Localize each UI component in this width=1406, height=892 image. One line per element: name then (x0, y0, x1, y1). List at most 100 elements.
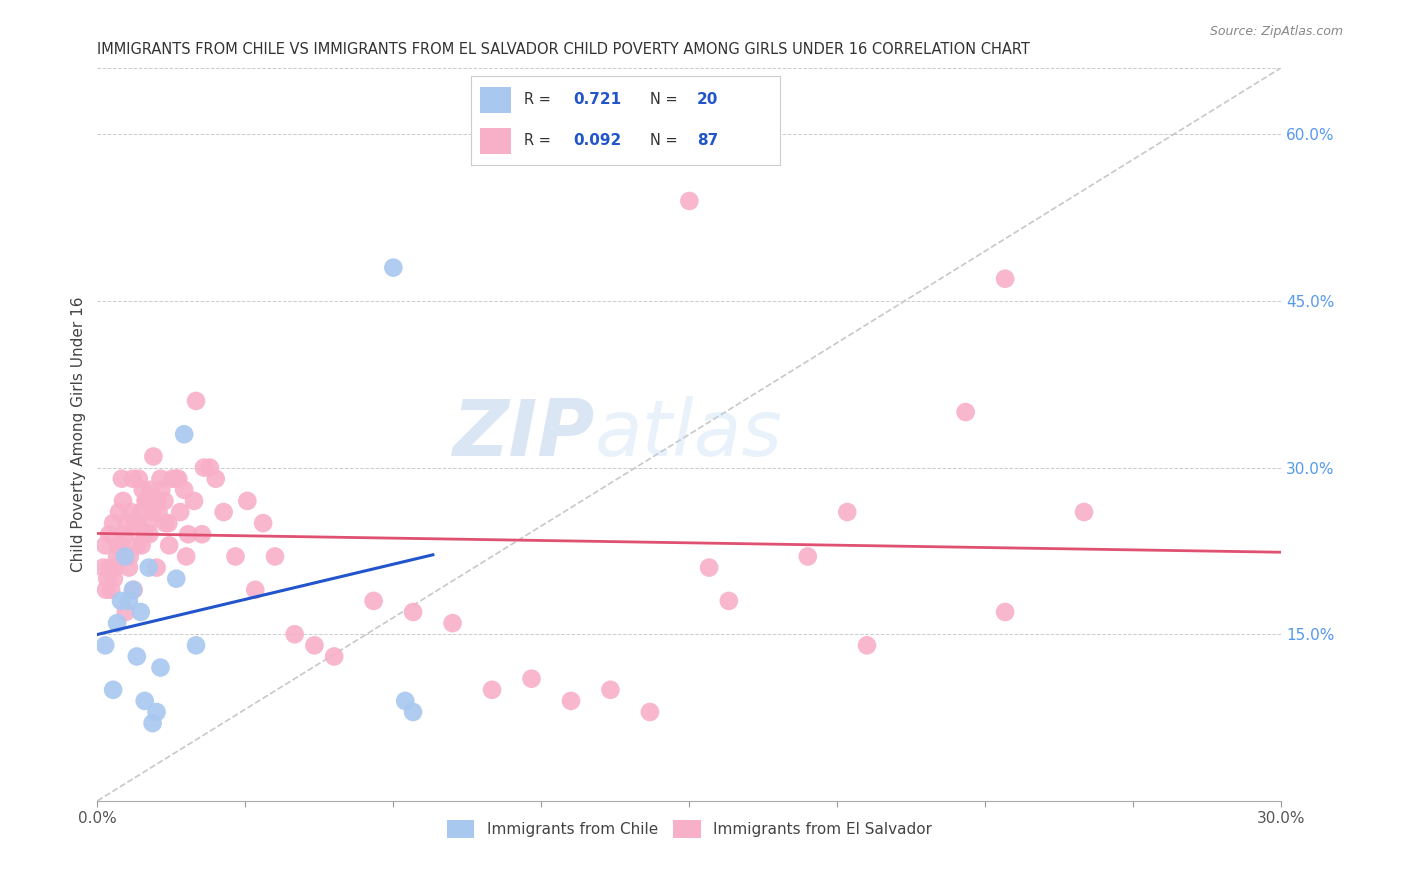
Point (111, 494, 134, 508)
Text: N =: N = (651, 93, 678, 107)
Point (177, 527, 200, 541)
Point (198, 460, 221, 475)
Point (264, 549, 287, 564)
Point (149, 472, 172, 486)
Point (142, 716, 165, 731)
Point (125, 649, 148, 664)
Point (142, 505, 165, 519)
Point (131, 538, 153, 552)
Point (143, 494, 166, 508)
Point (363, 594, 385, 608)
Point (100, 582, 122, 597)
Bar (481, 128, 512, 154)
Point (127, 516, 149, 530)
Point (402, 705, 425, 719)
Point (191, 527, 214, 541)
Point (169, 505, 191, 519)
Point (118, 549, 141, 564)
Point (135, 494, 157, 508)
Point (837, 505, 859, 519)
Point (183, 494, 205, 508)
Point (110, 594, 132, 608)
Point (245, 582, 267, 597)
Point (994, 271, 1017, 285)
Point (98, 527, 121, 541)
Point (165, 572, 187, 586)
Point (107, 538, 129, 552)
Point (153, 494, 176, 508)
Point (148, 505, 170, 519)
Point (481, 682, 503, 697)
Point (120, 505, 142, 519)
Point (697, 560, 720, 574)
Point (146, 494, 169, 508)
Point (108, 505, 131, 519)
Point (122, 582, 145, 597)
Point (105, 616, 128, 631)
Text: 0.092: 0.092 (574, 134, 621, 148)
Point (134, 527, 156, 541)
Point (157, 516, 180, 530)
Text: R =: R = (523, 93, 551, 107)
Point (184, 638, 207, 652)
Point (125, 538, 148, 552)
Point (138, 527, 160, 541)
Point (856, 638, 879, 652)
Point (1073, 505, 1095, 519)
Point (174, 549, 197, 564)
Point (717, 594, 740, 608)
Point (114, 549, 136, 564)
Point (139, 483, 162, 497)
Point (155, 516, 177, 530)
Point (173, 427, 195, 442)
Point (304, 638, 326, 652)
Point (122, 472, 145, 486)
Point (402, 605, 425, 619)
Point (124, 516, 146, 530)
Point (129, 505, 152, 519)
Point (252, 516, 274, 530)
Point (114, 605, 136, 619)
Point (638, 705, 661, 719)
Text: R =: R = (523, 134, 551, 148)
Point (382, 260, 405, 275)
Point (145, 560, 167, 574)
Text: N =: N = (651, 134, 678, 148)
Text: 20: 20 (697, 93, 718, 107)
Point (101, 516, 124, 530)
Point (98, 560, 121, 574)
Point (149, 660, 172, 674)
Point (441, 616, 464, 631)
Point (138, 516, 160, 530)
Point (94, 582, 117, 597)
Point (236, 494, 259, 508)
Point (104, 560, 127, 574)
Point (101, 682, 124, 697)
Point (284, 627, 307, 641)
Point (167, 472, 190, 486)
Text: atlas: atlas (595, 396, 783, 472)
Point (520, 672, 543, 686)
Point (193, 460, 215, 475)
Point (134, 694, 156, 708)
Point (96, 572, 118, 586)
Text: IMMIGRANTS FROM CHILE VS IMMIGRANTS FROM EL SALVADOR CHILD POVERTY AMONG GIRLS U: IMMIGRANTS FROM CHILE VS IMMIGRANTS FROM… (97, 42, 1031, 57)
Point (129, 605, 152, 619)
Point (94, 538, 117, 552)
Point (105, 549, 128, 564)
Point (118, 594, 141, 608)
Point (162, 472, 184, 486)
Point (134, 494, 156, 508)
Point (184, 393, 207, 408)
Text: 0.721: 0.721 (574, 93, 621, 107)
Text: 87: 87 (697, 134, 718, 148)
Point (145, 705, 167, 719)
Y-axis label: Child Poverty Among Girls Under 16: Child Poverty Among Girls Under 16 (72, 296, 86, 572)
Point (94, 638, 117, 652)
Point (165, 472, 187, 486)
Point (797, 549, 820, 564)
Text: Source: ZipAtlas.com: Source: ZipAtlas.com (1209, 25, 1343, 38)
Point (173, 483, 195, 497)
Point (212, 505, 235, 519)
Point (224, 549, 246, 564)
